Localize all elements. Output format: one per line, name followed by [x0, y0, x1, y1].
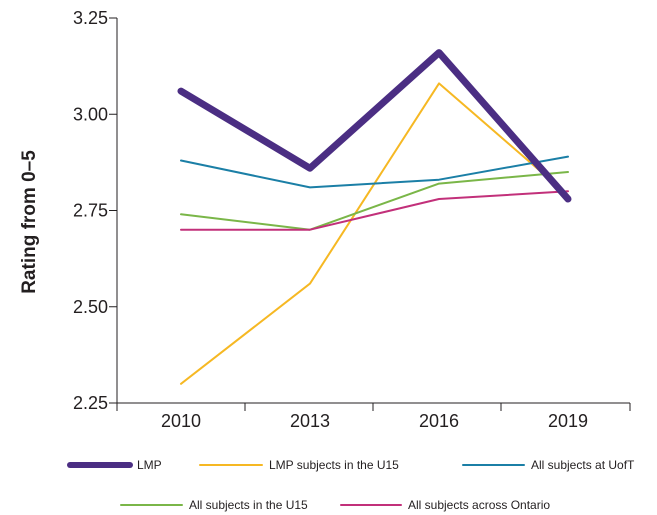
legend-item: LMP subjects in the U15 — [199, 458, 399, 472]
y-tick-label: 2.25 — [73, 393, 108, 413]
axes — [116, 18, 630, 404]
legend: LMP LMP subjects in the U15 All subjects a… — [67, 458, 635, 512]
series-line-lmp — [177, 49, 572, 203]
legend-label: LMP subjects in the U15 — [269, 458, 399, 472]
y-tick-label: 3.25 — [73, 8, 108, 28]
x-axis-ticks: 2010 2013 2016 2019 — [116, 403, 631, 431]
y-axis-label: Rating from 0–5 — [19, 150, 40, 294]
series-line-all-subjects-in-the-u15 — [180, 171, 569, 231]
series-lines — [177, 49, 572, 385]
legend-label: All subjects in the U15 — [189, 498, 308, 512]
legend-label: All subjects across Ontario — [408, 498, 550, 512]
x-tick-label: 2019 — [548, 411, 588, 431]
x-tick-label: 2010 — [161, 411, 201, 431]
y-axis-ticks: 2.25 2.50 2.75 3.00 3.25 — [73, 8, 117, 413]
y-tick-label: 2.75 — [73, 201, 108, 221]
legend-item: All subjects in the U15 — [120, 498, 308, 512]
legend-label: All subjects at UofT — [531, 458, 635, 472]
x-tick-label: 2013 — [290, 411, 330, 431]
series-line-all-subjects-across-ontario — [180, 190, 569, 231]
y-tick-label: 2.50 — [73, 297, 108, 317]
x-tick-label: 2016 — [419, 411, 459, 431]
y-tick-label: 3.00 — [73, 104, 108, 124]
series-line-all-subjects-at-uoft — [180, 155, 569, 189]
legend-item: All subjects across Ontario — [340, 498, 550, 512]
legend-label: LMP — [137, 458, 162, 472]
legend-item: All subjects at UofT — [462, 458, 635, 472]
legend-item: LMP — [67, 458, 162, 472]
